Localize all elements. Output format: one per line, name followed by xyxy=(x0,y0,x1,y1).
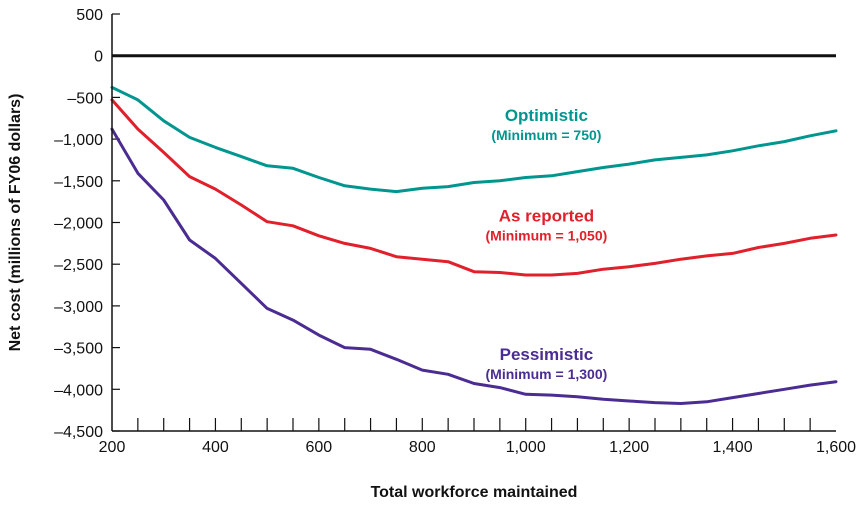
series-name-optimistic: Optimistic xyxy=(505,106,588,125)
y-tick-label: –1,000 xyxy=(54,132,103,149)
y-tick-label: –500 xyxy=(67,90,103,107)
y-tick-label: –2,500 xyxy=(54,257,103,274)
x-tick-label: 200 xyxy=(99,439,126,456)
y-tick-label: –4,500 xyxy=(54,424,103,441)
series-name-as-reported: As reported xyxy=(499,207,594,226)
series-line-optimistic xyxy=(110,85,838,194)
x-tick-label: 1,600 xyxy=(816,439,856,456)
series-annotations: Optimistic (Minimum = 750) As reported (Min… xyxy=(486,106,608,382)
y-tick-label: –3,500 xyxy=(54,341,103,358)
y-tick-label: 500 xyxy=(76,7,103,24)
y-tick-label: 0 xyxy=(94,49,103,66)
series-name-pessimistic: Pessimistic xyxy=(500,345,594,364)
series-line-pessimistic xyxy=(110,127,838,405)
series-minimum-optimistic: (Minimum = 750) xyxy=(491,127,601,143)
x-tick-label: 600 xyxy=(306,439,333,456)
series-lines xyxy=(110,85,838,405)
y-axis-title: Net cost (millions of FY06 dollars) xyxy=(7,94,24,352)
series-minimum-pessimistic: (Minimum = 1,300) xyxy=(486,366,608,382)
x-tick-label: 1,400 xyxy=(713,439,753,456)
x-tick-label: 1,200 xyxy=(609,439,649,456)
y-tick-label: –1,500 xyxy=(54,174,103,191)
x-axis-title: Total workforce maintained xyxy=(371,484,578,501)
x-axis-ticks: 200 400 600 800 1,000 1,200 1,400 1,600 xyxy=(99,418,856,456)
x-tick-label: 800 xyxy=(409,439,436,456)
y-tick-label: –4,000 xyxy=(54,382,103,399)
y-axis-ticks: 500 0 –500 –1,000 –1,500 –2,000 –2,500 –3,000 –3… xyxy=(54,7,120,441)
y-tick-label: –3,000 xyxy=(54,299,103,316)
series-line-as-reported xyxy=(110,98,838,277)
x-tick-label: 1,000 xyxy=(506,439,546,456)
x-tick-label: 400 xyxy=(202,439,229,456)
y-tick-label: –2,000 xyxy=(54,216,103,233)
series-minimum-as-reported: (Minimum = 1,050) xyxy=(486,228,608,244)
